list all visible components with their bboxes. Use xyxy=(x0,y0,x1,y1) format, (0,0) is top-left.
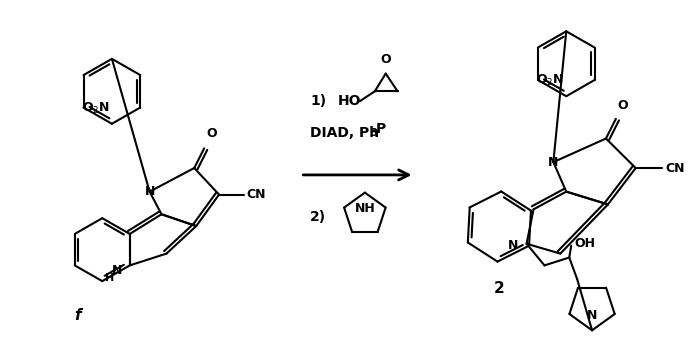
Text: N: N xyxy=(548,156,559,168)
Text: CN: CN xyxy=(247,188,266,201)
Text: O$_2$N: O$_2$N xyxy=(536,73,564,88)
Text: 3: 3 xyxy=(371,127,377,138)
Text: HO: HO xyxy=(338,94,361,108)
Text: O: O xyxy=(380,53,391,66)
Text: NH: NH xyxy=(354,202,375,216)
Text: O: O xyxy=(618,99,628,112)
Text: N: N xyxy=(145,185,154,198)
Text: f: f xyxy=(74,308,80,323)
Text: OH: OH xyxy=(574,237,596,250)
Text: N: N xyxy=(587,310,597,322)
Text: O: O xyxy=(206,127,217,140)
Text: 2: 2 xyxy=(493,281,504,296)
Text: O$_2$N: O$_2$N xyxy=(82,101,110,116)
Text: H: H xyxy=(105,273,114,283)
Text: P: P xyxy=(376,122,386,136)
Text: CN: CN xyxy=(665,161,685,175)
Text: DIAD, Ph: DIAD, Ph xyxy=(310,126,380,140)
Text: N: N xyxy=(111,264,122,277)
Text: N: N xyxy=(508,239,519,252)
Text: 1): 1) xyxy=(310,94,326,108)
Text: 2): 2) xyxy=(310,210,326,224)
